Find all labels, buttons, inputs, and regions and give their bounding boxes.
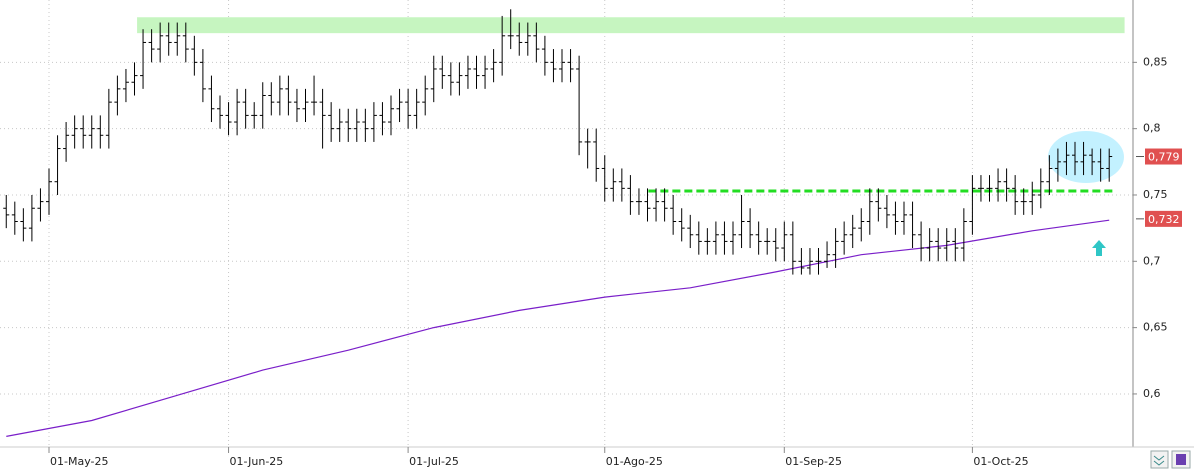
y-tick-label: 0,85 [1143,55,1168,68]
x-tick-label: 01-Jun-25 [230,455,284,468]
x-tick-label: 01-Ago-25 [606,455,663,468]
y-tick-label: 0,8 [1143,122,1161,135]
y-tick-label: 0,75 [1143,188,1168,201]
x-tick-label: 01-Jul-25 [409,455,459,468]
price-label-box [1145,210,1182,227]
y-tick-label: 0,7 [1143,254,1161,267]
moving-average [6,219,1110,437]
y-tick-label: 0,65 [1143,321,1168,334]
price-label: 0,779 [1148,151,1180,164]
annotations [6,17,1125,437]
highlight-ellipse [1048,131,1124,183]
save-icon [1176,454,1186,465]
x-tick-label: 01-Sep-25 [785,455,842,468]
grid [0,0,1133,447]
price-bars [3,9,1113,275]
axes: 0,6 0,65 0,7 0,75 0,8 0,85 01-May-25 01-Jun-25 0… [48,55,1182,468]
resistance-zone [137,17,1125,34]
price-label: 0,732 [1148,213,1180,226]
x-tick-label: 01-May-25 [50,455,108,468]
up-arrow [1092,240,1106,256]
price-label-box [1145,148,1182,165]
y-tick-label: 0,6 [1143,387,1161,400]
x-tick-label: 01-Oct-25 [973,455,1028,468]
scroll-icon [1153,455,1165,466]
